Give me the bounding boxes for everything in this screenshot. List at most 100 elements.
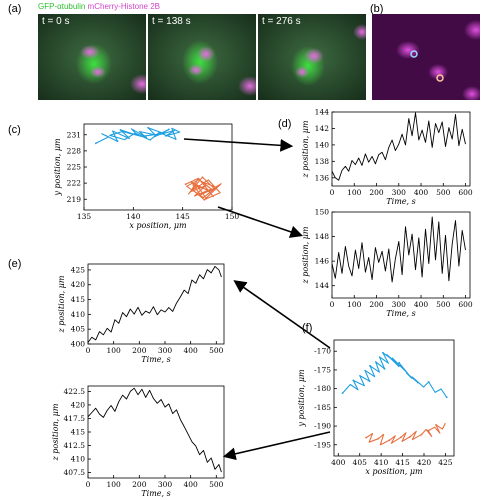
y-tick-label-e-bottom-5: 420 bbox=[71, 400, 86, 409]
y-tick-label-e-top-2: 410 bbox=[71, 310, 86, 319]
y-tick-label-e-bottom-4: 417.5 bbox=[64, 414, 86, 423]
series-line-e-top-0 bbox=[87, 265, 222, 343]
y-tick-label-f-5: -195 bbox=[314, 440, 331, 449]
chart-e-bottom: 0 100 200 300 400 500 407.5 410 412.5 415 417.5 420… bbox=[51, 385, 225, 498]
x-tick-label-c-3: 150 bbox=[225, 212, 240, 221]
point-f-1-0 bbox=[365, 436, 368, 439]
microscopy-frame-3: t = 276 s bbox=[258, 14, 366, 100]
y-axis-label-d-top: z position, μm bbox=[301, 120, 310, 178]
frame-1-image bbox=[38, 14, 146, 100]
point-c-1-24 bbox=[198, 178, 201, 181]
series-line-d-top-0 bbox=[331, 112, 466, 181]
point-f-1-18 bbox=[427, 429, 430, 432]
x-tick-label-d-bottom-3: 300 bbox=[392, 300, 407, 309]
tracked-spot-orange bbox=[436, 74, 444, 82]
y-tick-label-d-bottom-0: 144 bbox=[315, 281, 330, 290]
point-c-1-18 bbox=[190, 181, 193, 183]
axes-frame-e-bottom bbox=[87, 385, 225, 479]
x-tick-label-e-bottom-4: 400 bbox=[183, 480, 198, 489]
x-tick-label-d-bottom-1: 100 bbox=[347, 300, 362, 309]
frame-2-image bbox=[148, 14, 256, 100]
point-c-1-12 bbox=[205, 197, 208, 200]
y-tick-label-e-top-3: 415 bbox=[71, 295, 86, 304]
axes-frame-f bbox=[333, 339, 455, 457]
y-tick-label-d-top-0: 136 bbox=[315, 173, 330, 182]
x-axis-label-e-bottom: Time, s bbox=[141, 489, 170, 498]
y-axis-label-c: y position, μm bbox=[53, 138, 62, 197]
y-tick-label-d-top-3: 142 bbox=[315, 124, 330, 133]
x-tick-label-d-top-6: 600 bbox=[458, 188, 473, 197]
y-tick-label-e-bottom-0: 407.5 bbox=[64, 468, 86, 477]
y-tick-label-e-top-1: 405 bbox=[71, 325, 86, 334]
point-f-0-6 bbox=[368, 380, 371, 383]
point-c-1-0 bbox=[184, 183, 187, 186]
x-tick-label-e-top-3: 300 bbox=[158, 346, 173, 355]
x-tick-label-d-top-2: 200 bbox=[369, 188, 384, 197]
panel-label-e: (e) bbox=[8, 258, 22, 270]
timestamp-3: t = 276 s bbox=[262, 16, 301, 27]
series-line-d-bottom-0 bbox=[331, 216, 466, 283]
x-tick-label-c-1: 140 bbox=[126, 212, 141, 221]
panel-label-d: (d) bbox=[278, 118, 292, 130]
point-c-0-0 bbox=[94, 142, 97, 145]
y-tick-label-f-4: -190 bbox=[314, 422, 331, 431]
x-axis-label-d-bottom: Time, s bbox=[386, 309, 415, 318]
panel-label-c: (c) bbox=[8, 124, 21, 136]
point-f-1-12 bbox=[408, 436, 411, 438]
y-axis-label-e-bottom: z position, μm bbox=[51, 403, 60, 461]
frame-3-image bbox=[258, 14, 366, 100]
x-tick-label-c-2: 145 bbox=[176, 212, 191, 221]
y-tick-label-c-3: 228 bbox=[67, 146, 82, 155]
x-tick-label-e-top-4: 400 bbox=[183, 346, 198, 355]
x-tick-label-d-bottom-0: 0 bbox=[330, 300, 335, 309]
point-f-0-3 bbox=[352, 379, 355, 382]
y-tick-label-e-top-0: 400 bbox=[71, 340, 86, 349]
y-tick-label-e-bottom-1: 410 bbox=[71, 455, 86, 464]
y-axis-label-d-bottom: z position, μm bbox=[301, 226, 310, 284]
y-tick-label-e-bottom-3: 415 bbox=[71, 428, 86, 437]
point-c-1-6 bbox=[200, 180, 203, 183]
series-line-c-1 bbox=[185, 176, 222, 201]
x-tick-label-e-bottom-5: 500 bbox=[209, 480, 224, 489]
series-line-f-1 bbox=[365, 422, 446, 446]
y-tick-label-d-top-4: 144 bbox=[315, 108, 330, 117]
y-tick-label-e-bottom-2: 412.5 bbox=[64, 441, 86, 450]
arrow-c-to-d-bottom bbox=[217, 206, 304, 238]
x-tick-label-f-4: 420 bbox=[417, 458, 432, 467]
point-f-0-0 bbox=[341, 392, 344, 395]
point-f-0-18 bbox=[397, 365, 400, 368]
chart-d-bottom: 0 100 200 300 400 500 600 144 146 148 150 Time, s z … bbox=[301, 208, 473, 319]
point-f-1-6 bbox=[388, 439, 391, 442]
microscopy-frame-1: t = 0 s bbox=[38, 14, 146, 100]
x-tick-label-f-5: 425 bbox=[438, 458, 453, 467]
y-tick-label-d-top-2: 140 bbox=[315, 140, 330, 149]
y-tick-label-f-0: -170 bbox=[314, 347, 331, 356]
point-f-0-24 bbox=[417, 381, 419, 384]
y-tick-label-e-bottom-6: 422.5 bbox=[64, 387, 86, 396]
axes-frame-d-top bbox=[331, 111, 471, 187]
y-axis-label-e-top: z position, μm bbox=[57, 275, 66, 333]
point-f-0-21 bbox=[398, 361, 401, 364]
x-tick-label-e-bottom-0: 0 bbox=[86, 480, 91, 489]
x-tick-label-e-top-5: 500 bbox=[209, 346, 224, 355]
y-tick-label-c-2: 225 bbox=[67, 163, 82, 172]
y-tick-label-d-bottom-1: 146 bbox=[315, 257, 330, 266]
point-f-0-9 bbox=[369, 364, 371, 367]
timestamp-2: t = 138 s bbox=[152, 16, 191, 27]
point-c-0-27 bbox=[121, 130, 124, 133]
x-tick-label-e-bottom-2: 200 bbox=[132, 480, 147, 489]
x-tick-label-e-bottom-1: 100 bbox=[106, 480, 121, 489]
x-tick-label-e-top-1: 100 bbox=[106, 346, 121, 355]
tracked-spot-blue bbox=[410, 50, 418, 58]
x-tick-label-d-top-1: 100 bbox=[347, 188, 362, 197]
y-axis-label-f: y position, μm bbox=[297, 369, 306, 428]
point-c-0-21 bbox=[174, 138, 177, 140]
x-tick-label-d-top-4: 400 bbox=[414, 188, 429, 197]
point-f-0-30 bbox=[445, 396, 448, 399]
point-c-0-6 bbox=[119, 129, 122, 131]
axes-frame-d-bottom bbox=[331, 211, 471, 299]
y-tick-label-c-4: 231 bbox=[67, 130, 81, 139]
point-f-0-27 bbox=[427, 381, 430, 383]
point-f-1-21 bbox=[435, 424, 437, 426]
